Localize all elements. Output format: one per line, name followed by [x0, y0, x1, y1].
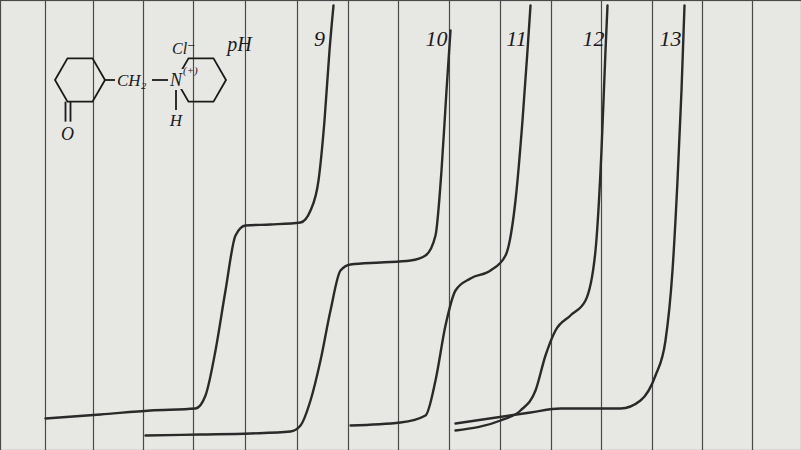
svg-text:13: 13 [660, 26, 682, 51]
svg-text:H: H [169, 111, 184, 130]
svg-text:11: 11 [506, 26, 526, 51]
svg-text:9: 9 [314, 26, 325, 51]
svg-text:10: 10 [426, 26, 448, 51]
svg-text:pH: pH [225, 33, 253, 56]
svg-text:N: N [169, 70, 183, 90]
svg-text:O: O [61, 124, 74, 144]
svg-text:CH₂: CH₂ [117, 71, 147, 90]
svg-text:Cl⁻: Cl⁻ [172, 40, 196, 57]
svg-text:(+): (+) [183, 64, 198, 77]
svg-text:12: 12 [583, 26, 605, 51]
